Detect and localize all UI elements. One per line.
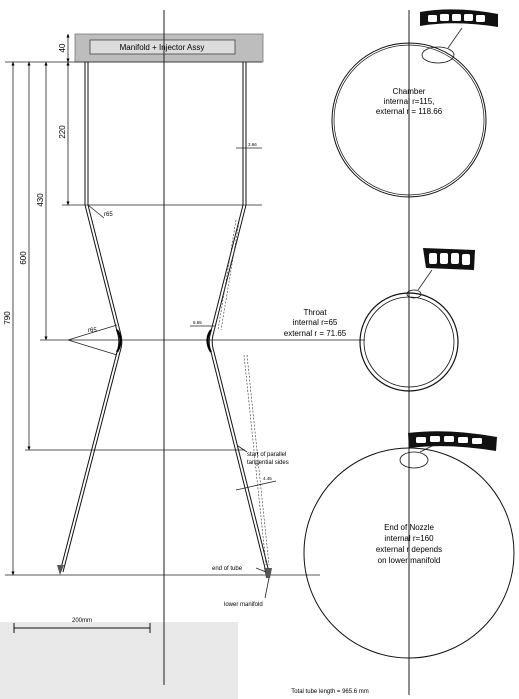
nozzle-title: End of Nozzle	[384, 523, 434, 532]
dim-40-label: 40	[58, 43, 67, 52]
right-throat-marker	[206, 329, 212, 353]
throat-tube-cells	[429, 253, 470, 265]
chamber-internal: internal r=115,	[384, 97, 435, 106]
dim-430-label: 430	[36, 193, 45, 207]
chamber-circle-inner	[333, 44, 485, 196]
left-throat-marker	[116, 329, 122, 353]
r65-chamber-label: r65	[104, 212, 113, 218]
dim-220-label: 220	[58, 125, 67, 139]
right-wall-inner	[211, 62, 270, 573]
nozzle-tube-cells	[416, 436, 482, 444]
r65-chamber-leader	[87, 204, 105, 219]
nozzle-internal: internal r=160	[384, 534, 434, 543]
nozzle-external-line2: on lower manifold	[378, 556, 441, 565]
chamber-circle-outer	[331, 42, 487, 198]
dim-790-label: 790	[3, 311, 12, 325]
chamber-external: external r = 118.66	[376, 107, 443, 116]
lower-manifold-label: lower manifold	[224, 602, 263, 608]
r65-throat-label: r65	[88, 328, 97, 334]
dim-600-label: 600	[19, 251, 28, 265]
page-corner-shading	[0, 622, 238, 699]
chamber-tube-cells	[428, 14, 485, 22]
chamber-detail-leader	[447, 27, 463, 49]
wall-top-dim-label: 3.66	[248, 142, 257, 147]
wall-nozzle-dim-line	[235, 480, 277, 491]
left-wall-inner	[62, 62, 123, 573]
chamber-detail-ring	[421, 46, 455, 64]
wall-nozzle-dim-label: 4.45	[263, 476, 272, 481]
parallel-note-line2: tangential sides	[247, 460, 289, 466]
wall-throat-dim-label: 6.65	[193, 320, 202, 325]
throat-circle-outer	[359, 292, 459, 392]
nozzle-external-line1: external r depends	[376, 545, 442, 554]
end-of-tube-label: end of tube	[212, 566, 243, 572]
throat-external: external r = 71.65	[284, 329, 347, 338]
throat-detail-leader	[417, 269, 433, 291]
end-of-tube-leader	[255, 567, 267, 573]
throat-title: Throat	[303, 308, 327, 317]
chamber-title: Chamber	[393, 87, 426, 96]
throat-internal: internal r=65	[293, 318, 338, 327]
throat-detail-ring	[406, 289, 422, 299]
nozzle-detail-ring	[399, 451, 429, 469]
total-tube-length: Total tube length = 965.6 mm	[291, 689, 369, 695]
r65-throat-leader	[67, 324, 118, 356]
lower-manifold-leader	[264, 577, 270, 599]
left-wall-outer	[59, 62, 120, 573]
manifold-label: Manifold + Injector Assy	[120, 43, 205, 52]
parallel-note-leader	[237, 445, 248, 453]
left-end-marker	[57, 565, 64, 575]
manifold-label-box	[89, 39, 236, 55]
right-end-marker	[264, 568, 272, 578]
parallel-note-line1: start of parallel	[247, 452, 286, 458]
scale-bar-label: 200mm	[72, 618, 92, 624]
